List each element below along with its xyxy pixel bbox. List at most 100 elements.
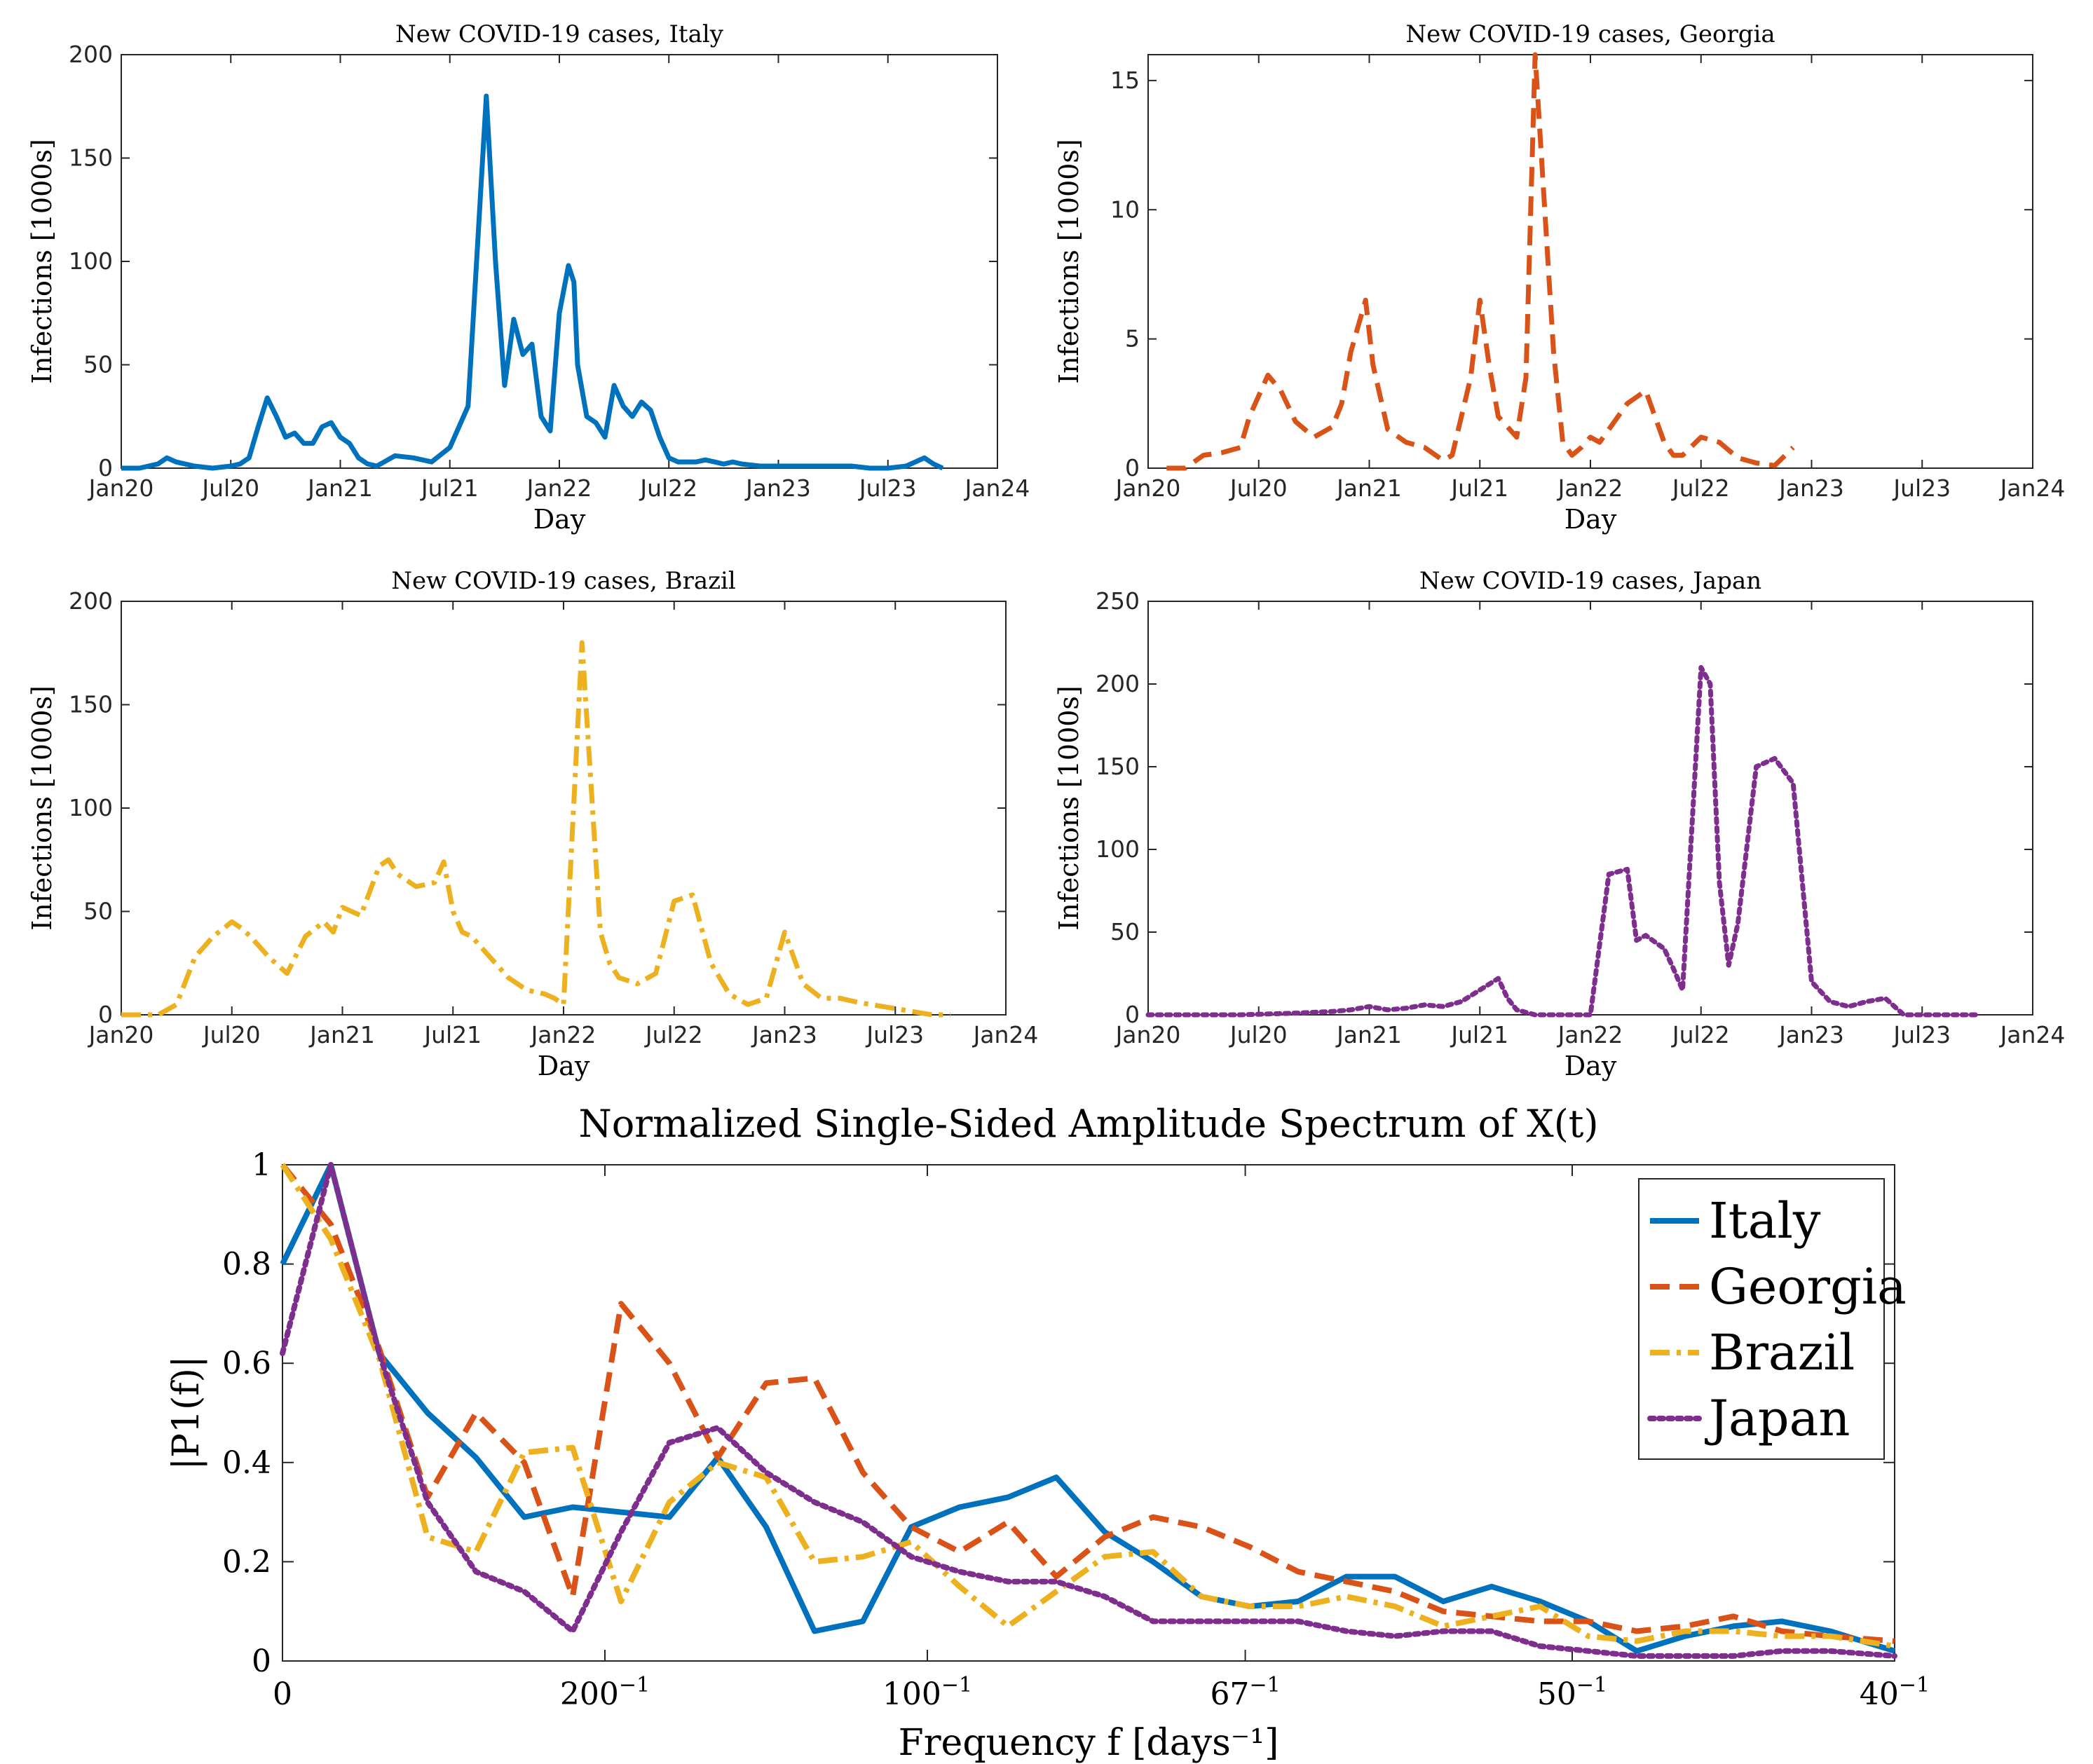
chart-spectrum: 0 200−1 100−1 67−1 50−1 40−1 0 0.2 0.4 0.6 0.8 1 Nor…	[165, 1102, 1930, 1764]
x-axis-label: Day	[538, 1051, 590, 1081]
x-tick-label: Jan22	[1557, 1021, 1623, 1048]
x-tick-label: Jan24	[1999, 1021, 2066, 1048]
chart-georgia: Jan20 Jul20 Jan21 Jul21 Jan22 Jul22 Jan23 Jul23…	[1054, 20, 2065, 535]
chart-japan: Jan20 Jul20 Jan21 Jul21 Jan22 Jul22 Jan23 Jul23…	[1054, 567, 2065, 1081]
x-tick-label: Jan22	[526, 474, 592, 502]
x-tick-label: Jan22	[1557, 474, 1623, 502]
plot-frame	[1147, 601, 2033, 1016]
legend-box	[1638, 1178, 1885, 1460]
x-tick-label: Jan21	[1335, 1021, 1402, 1048]
y-tick-label: 1	[252, 1147, 271, 1183]
x-tick-label: Jul23	[1892, 1021, 1951, 1048]
x-tick-label: Jul22	[644, 1021, 703, 1048]
x-axis-label: Day	[1564, 1051, 1617, 1081]
x-tick-label: Jan24	[1999, 474, 2066, 502]
y-tick-label: 150	[69, 144, 113, 172]
x-tick-label: 0	[273, 1676, 292, 1712]
y-tick-label: 5	[1125, 325, 1140, 353]
y-tick-label: 200	[69, 587, 113, 615]
legend-label-georgia: Georgia	[1709, 1258, 1907, 1315]
x-tick-label: Jul22	[639, 474, 697, 502]
x-tick-label: Jul21	[1450, 474, 1508, 502]
x-tick-label: Jul20	[1229, 1021, 1288, 1048]
y-tick-label: 0.8	[222, 1247, 271, 1283]
y-tick-label: 0.6	[222, 1346, 271, 1381]
legend: Italy Georgia Brazil Japan	[1638, 1178, 1907, 1460]
x-tick-label: Jan21	[1335, 474, 1402, 502]
y-tick-label: 50	[83, 351, 113, 378]
y-tick-label: 10	[1110, 196, 1140, 223]
y-tick-label: 200	[1096, 670, 1140, 697]
chart-title: New COVID-19 cases, Italy	[395, 20, 724, 48]
x-tick-label: Jan20	[88, 1021, 154, 1048]
series-line-italy	[121, 93, 944, 471]
x-axis-label: Frequency f [days⁻¹]	[899, 1722, 1279, 1764]
x-tick-label: 100−1	[882, 1673, 972, 1712]
y-tick-label: 0	[1125, 454, 1140, 481]
x-tick-label: Jul20	[202, 1021, 261, 1048]
x-tick-label: Jul22	[1671, 1021, 1730, 1048]
y-tick-label: 100	[1096, 835, 1140, 863]
x-tick-label: Jul23	[1892, 474, 1951, 502]
plot-frame	[282, 1164, 1895, 1662]
x-tick-label: Jan23	[744, 474, 811, 502]
y-tick-label: 15	[1110, 67, 1140, 94]
x-tick-label: Jan24	[964, 474, 1030, 502]
y-tick-label: 50	[83, 898, 113, 925]
plot-frame	[121, 54, 998, 469]
x-tick-label: 50−1	[1537, 1673, 1607, 1712]
y-axis-label: |P1(f)|	[165, 1356, 207, 1470]
x-tick-label: Jan20	[1114, 1021, 1181, 1048]
x-tick-label: Jul23	[858, 474, 917, 502]
series-line-japan	[1145, 664, 1980, 1018]
x-tick-label: Jul20	[1229, 474, 1288, 502]
chart-brazil: Jan20 Jul20 Jan21 Jul21 Jan22 Jul22 Jan23 Jul23…	[27, 567, 1038, 1081]
x-tick-label: 200−1	[560, 1673, 650, 1712]
x-tick-label: Jan24	[972, 1021, 1039, 1048]
y-tick-label: 0.4	[222, 1445, 271, 1481]
y-tick-label: 100	[69, 794, 113, 821]
y-tick-label: 0	[1125, 1001, 1140, 1028]
x-tick-label: 40−1	[1860, 1673, 1930, 1712]
y-tick-label: 0.2	[222, 1544, 271, 1580]
x-tick-label: Jul22	[1671, 474, 1730, 502]
series-line-georgia	[1166, 52, 1795, 471]
y-tick-label: 200	[69, 41, 113, 68]
y-tick-label: 0	[98, 1001, 113, 1028]
chart-title: Normalized Single-Sided Amplitude Spectr…	[578, 1102, 1598, 1146]
legend-label-brazil: Brazil	[1709, 1324, 1855, 1381]
chart-title: New COVID-19 cases, Brazil	[391, 567, 736, 595]
series-line-georgia	[280, 1163, 1895, 1644]
x-tick-label: Jul23	[865, 1021, 924, 1048]
x-tick-label: Jan22	[530, 1021, 596, 1048]
y-tick-label: 0	[98, 454, 113, 481]
chart-title: New COVID-19 cases, Japan	[1419, 567, 1761, 595]
x-tick-label: Jul21	[423, 1021, 482, 1048]
x-tick-label: Jan23	[751, 1021, 817, 1048]
x-tick-label: Jul21	[420, 474, 479, 502]
x-tick-label: 67−1	[1210, 1673, 1280, 1712]
x-tick-label: Jan20	[88, 474, 154, 502]
y-tick-label: 250	[1096, 587, 1140, 615]
x-axis-label: Day	[533, 504, 586, 535]
y-axis-label: Infections [1000s]	[1054, 685, 1084, 931]
y-tick-label: 0	[252, 1643, 271, 1679]
plot-frame	[1147, 54, 2033, 469]
series-line-brazil	[121, 640, 951, 1018]
legend-label-japan: Japan	[1705, 1390, 1850, 1447]
y-axis-label: Infections [1000s]	[27, 685, 57, 931]
x-tick-label: Jan20	[1114, 474, 1181, 502]
x-axis-label: Day	[1564, 504, 1617, 535]
legend-label-italy: Italy	[1709, 1192, 1821, 1250]
y-axis-label: Infections [1000s]	[27, 139, 57, 384]
x-tick-label: Jul20	[200, 474, 259, 502]
y-tick-label: 150	[69, 691, 113, 718]
x-tick-label: Jul21	[1450, 1021, 1508, 1048]
y-tick-label: 150	[1096, 753, 1140, 780]
y-tick-label: 100	[69, 247, 113, 275]
x-tick-label: Jan21	[308, 1021, 375, 1048]
y-tick-label: 50	[1110, 918, 1140, 945]
y-axis-label: Infections [1000s]	[1054, 139, 1084, 384]
chart-italy: Jan20 Jul20 Jan21 Jul21 Jan22 Jul22 Jan23 Jul23…	[27, 20, 1030, 535]
